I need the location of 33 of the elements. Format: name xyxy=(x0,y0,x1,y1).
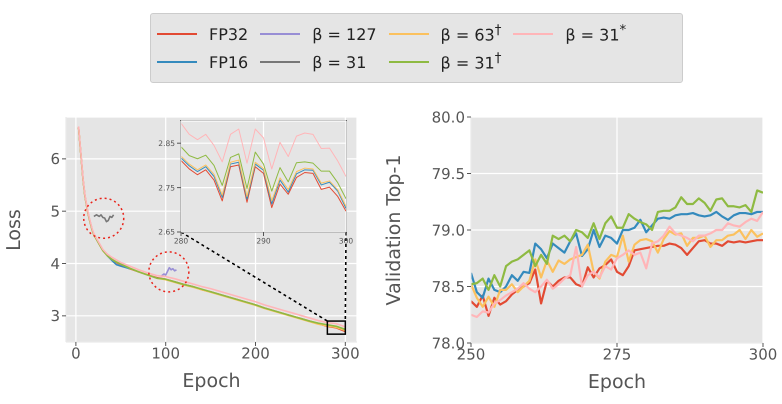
legend-label: FP32 xyxy=(209,24,248,44)
legend-label: β = 31 xyxy=(312,52,366,72)
line-series xyxy=(471,239,763,317)
x-axis-title: Epoch xyxy=(181,370,242,392)
x-tick-label: 275 xyxy=(602,346,632,364)
legend-label: β = 31$^{*}$ xyxy=(565,23,626,45)
line-series xyxy=(181,146,346,200)
y-tick-label: 78.5 xyxy=(432,278,465,296)
legend-label: FP16 xyxy=(209,52,248,72)
line-series xyxy=(471,189,763,291)
line-series xyxy=(471,210,763,299)
x-tick-label: 200 xyxy=(241,344,270,363)
y-tick-label: 4 xyxy=(50,254,60,273)
line-series xyxy=(471,210,763,318)
y-tick-label: 80.0 xyxy=(432,108,465,126)
legend-label: β = 127 xyxy=(312,24,377,44)
y-tick-label: 6 xyxy=(50,150,60,168)
y-tick-label: 5 xyxy=(50,202,60,221)
x-tick-label: 300 xyxy=(331,344,360,363)
line-series xyxy=(181,122,346,177)
y-axis-title: Loss xyxy=(3,208,25,250)
y-tick-label: 79.0 xyxy=(432,221,465,240)
x-tick-label: 300 xyxy=(748,346,778,364)
y-axis-title: Validation Top-1 xyxy=(383,154,405,306)
x-tick-label: 0 xyxy=(71,344,81,363)
line-series xyxy=(106,254,131,270)
x-tick-label: 100 xyxy=(151,344,180,363)
x-axis-title: Epoch xyxy=(586,371,648,393)
line-series xyxy=(471,228,763,308)
legend-label: β = 63$^{†}$ xyxy=(440,23,502,45)
y-tick-label: 79.5 xyxy=(432,164,465,183)
legend-label: β = 31$^{†}$ xyxy=(440,51,502,73)
y-tick-label: 3 xyxy=(50,307,60,326)
